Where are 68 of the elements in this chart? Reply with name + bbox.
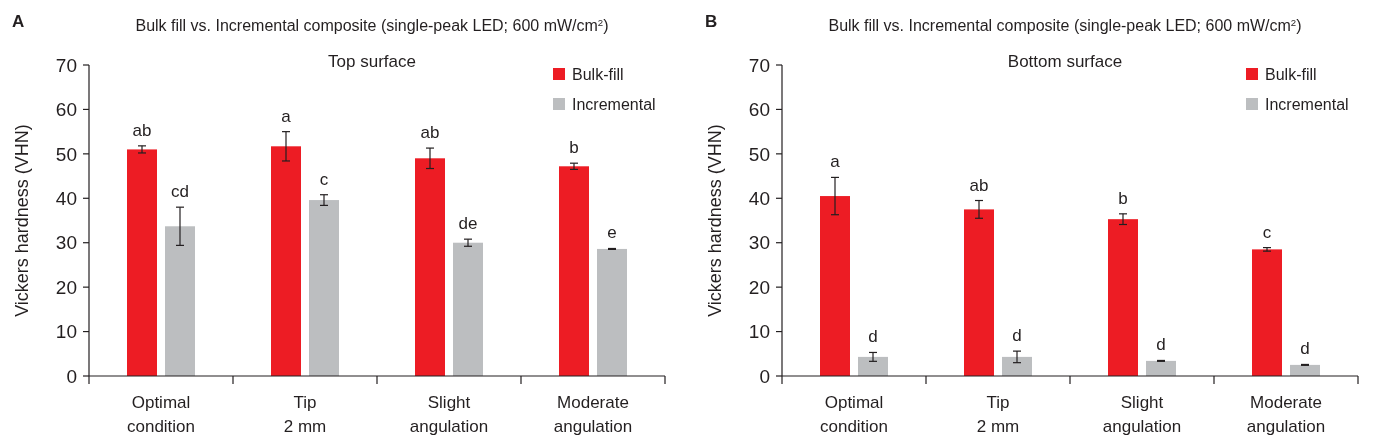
chart-subtitle: Top surface: [328, 52, 416, 71]
y-axis-title: Vickers hardness (VHN): [705, 124, 725, 317]
y-tick-label: 60: [55, 99, 77, 121]
chart-subtitle: Bottom surface: [1007, 52, 1123, 71]
bar: [415, 158, 445, 376]
data-label: a: [830, 152, 841, 172]
bar: [1108, 219, 1138, 376]
y-tick-label: 30: [748, 232, 770, 254]
text: B: [705, 12, 718, 31]
bar: [964, 209, 994, 376]
bar: [820, 196, 850, 376]
bar: [1290, 364, 1320, 376]
data-label: c: [1262, 222, 1272, 242]
x-tick-label: Moderate angulation: [553, 393, 633, 436]
chart-title: Bulk fill vs. Incremental composite (single-peak LED; 600 mW/cm$^{2}$): [828, 16, 1302, 34]
bar: [1252, 249, 1282, 376]
y-tick-label: 60: [748, 99, 770, 121]
legend-label: Bulk-fill: [1265, 65, 1317, 83]
legend-label: Bulk-fill: [572, 65, 624, 83]
bar: [1146, 360, 1176, 376]
bar: [165, 226, 195, 376]
bar: [271, 146, 301, 376]
legend-label: Incremental: [572, 95, 656, 113]
data-label: ab: [132, 120, 152, 140]
y-tick-label: 10: [55, 321, 77, 343]
y-tick-label: 50: [55, 143, 77, 165]
legend-label: Incremental: [1265, 95, 1349, 113]
y-axis-title: Vickers hardness (VHN): [12, 124, 32, 317]
y-tick-label: 40: [748, 187, 770, 209]
data-label: cd: [171, 182, 189, 202]
data-label: b: [1118, 188, 1128, 208]
data-label: ab: [420, 123, 440, 143]
bar: [127, 149, 157, 376]
data-label: a: [281, 106, 292, 126]
data-label: de: [458, 214, 478, 234]
data-label: d: [1300, 339, 1310, 359]
y-tick-label: 20: [55, 276, 77, 298]
y-tick-label: 10: [748, 321, 770, 343]
data-label: b: [569, 138, 579, 158]
x-tick-label: Optimal condition: [819, 393, 889, 436]
bar: [559, 166, 589, 376]
y-tick-label: 20: [748, 276, 770, 298]
x-tick-label: Tip 2 mm: [283, 393, 327, 436]
data-label: d: [1012, 326, 1022, 346]
x-tick-label: Moderate angulation: [1246, 393, 1326, 436]
bar: [309, 200, 339, 376]
chart-title: Bulk fill vs. Incremental composite (single-peak LED; 600 mW/cm$^{2}$): [135, 16, 609, 34]
y-tick-label: 50: [748, 143, 770, 165]
x-tick-label: Optimal condition: [126, 393, 196, 436]
y-tick-label: 30: [55, 232, 77, 254]
data-label: e: [607, 223, 617, 243]
y-tick-label: 70: [55, 54, 77, 76]
y-tick-label: 40: [55, 187, 77, 209]
data-label: ab: [969, 175, 989, 195]
y-tick-label: 70: [748, 54, 770, 76]
bar: [1002, 356, 1032, 376]
bar: [453, 242, 483, 376]
bar: [597, 248, 627, 376]
bar: [858, 356, 888, 376]
x-tick-label: Slight angulation: [409, 393, 489, 436]
text: A: [12, 12, 25, 31]
y-tick-label: 0: [66, 365, 77, 387]
data-label: d: [868, 327, 878, 347]
data-label: c: [319, 169, 329, 189]
x-tick-label: Tip 2 mm: [976, 393, 1020, 436]
y-tick-label: 0: [759, 365, 770, 387]
data-label: d: [1156, 335, 1166, 355]
x-tick-label: Slight angulation: [1102, 393, 1182, 436]
